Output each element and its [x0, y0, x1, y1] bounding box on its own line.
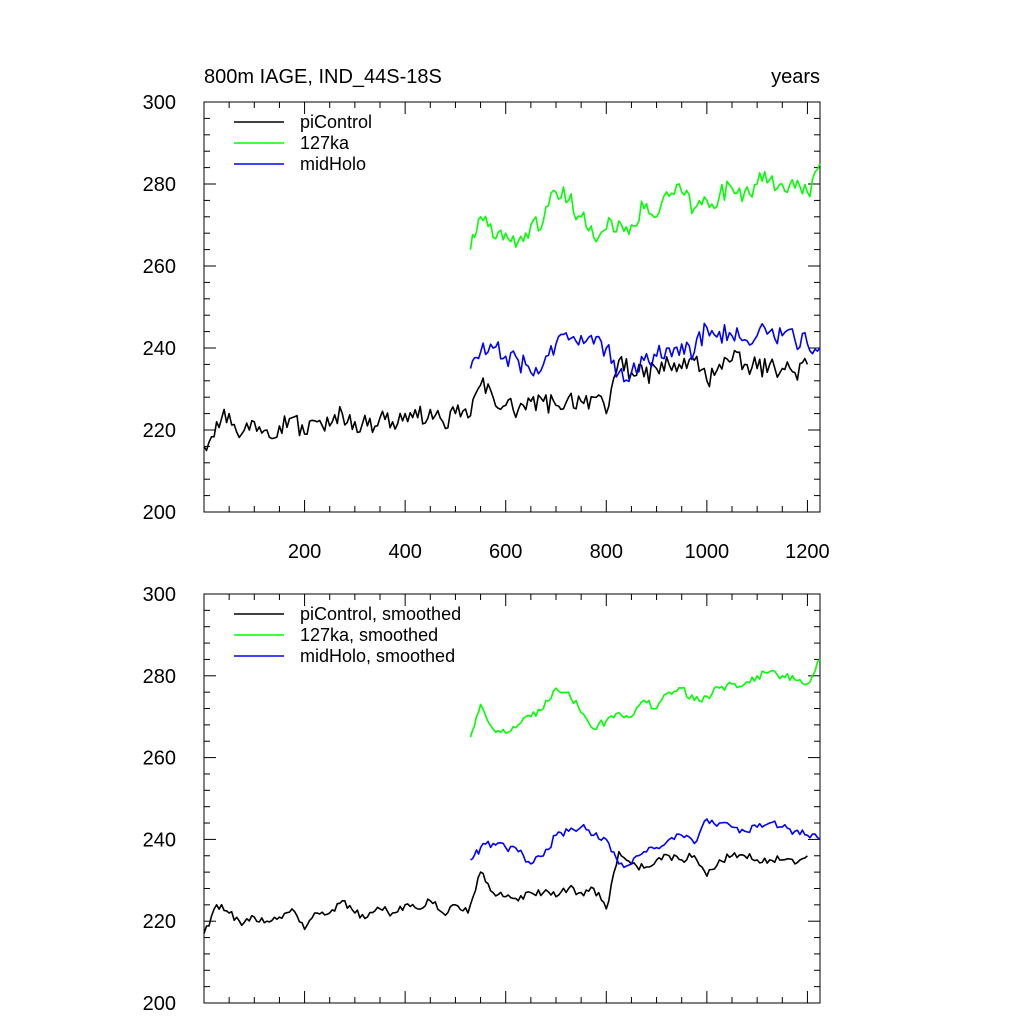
x-tick-label: 1200: [785, 541, 830, 563]
legend-label: piControl, smoothed: [300, 604, 461, 624]
plot-frame: [203, 593, 821, 1004]
legend-label: 127ka, smoothed: [300, 625, 438, 645]
y-tick-label: 260: [143, 256, 176, 278]
x-tick-label: 400: [388, 541, 421, 563]
y-tick-label: 280: [143, 666, 176, 688]
series-line-picontrol: [203, 349, 809, 452]
legend-label: midHolo: [300, 154, 366, 174]
top-panel: 200 220 240 260 280 300 200 400 600 800 1000 1200 pi…: [143, 92, 830, 563]
series-line-midholo: [469, 322, 821, 383]
y-tick-label: 300: [143, 584, 176, 606]
y-tick-label: 240: [143, 338, 176, 360]
y-tick-label: 260: [143, 748, 176, 770]
x-units-label: years: [771, 66, 820, 88]
y-tick-label: 220: [143, 911, 176, 933]
legend-label: 127ka: [300, 133, 350, 153]
y-tick-label: 200: [143, 993, 176, 1015]
plot-frame: [203, 101, 821, 513]
series-line-127ka: [469, 163, 821, 250]
legend-label: piControl: [300, 112, 372, 132]
x-tick-label: 800: [590, 541, 623, 563]
series-line-midholo-smoothed: [470, 818, 821, 869]
x-tick-label: 200: [288, 541, 321, 563]
y-tick-label: 200: [143, 502, 176, 524]
x-tick-label: 1000: [685, 541, 730, 563]
y-tick-label: 280: [143, 174, 176, 196]
y-tick-label: 300: [143, 92, 176, 114]
y-tick-label: 220: [143, 420, 176, 442]
chart-title: 800m IAGE, IND_44S-18S: [204, 66, 442, 88]
x-tick-label: 600: [489, 541, 522, 563]
series-line-127ka-smoothed: [469, 658, 821, 738]
series-line-picontrol-smoothed: [203, 850, 808, 934]
y-tick-label: 240: [143, 829, 176, 851]
bottom-panel: 200 220 240 260 280 300 piControl, smoothed127…: [143, 584, 821, 1015]
legend-label: midHolo, smoothed: [300, 646, 455, 666]
